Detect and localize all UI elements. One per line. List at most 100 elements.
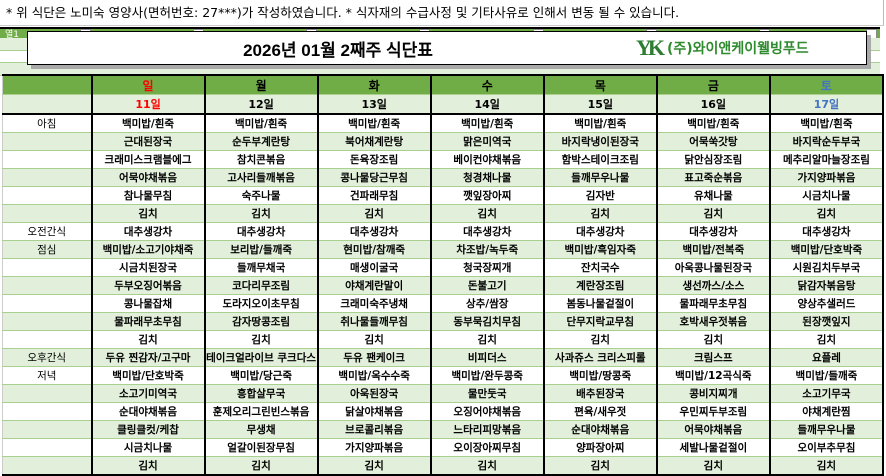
- menu-item: 함박스테이크조림: [542, 150, 658, 169]
- menu-item: 김치: [316, 456, 432, 476]
- menu-item: 대추생강차: [655, 222, 771, 241]
- menu-item: 순대야채볶음: [90, 402, 206, 421]
- menu-item: 유채나물: [655, 186, 771, 205]
- menu-item: 클링클컷/케찹: [90, 420, 206, 439]
- menu-item: 대추생강차: [768, 222, 885, 241]
- menu-item: 닭안심장조림: [655, 150, 771, 169]
- menu-item: 돈육장조림: [316, 150, 432, 169]
- menu-item: 시금치된장국: [90, 258, 206, 277]
- meal-label: [2, 294, 93, 313]
- menu-item: 백미밥/흰죽: [429, 114, 545, 133]
- menu-item: 대추생강차: [316, 222, 432, 241]
- menu-item: 어묵쑥갓탕: [655, 132, 771, 151]
- menu-item: 백미밥/흰죽: [90, 114, 206, 133]
- meal-label: 점심: [2, 240, 93, 259]
- menu-item: 어묵야채볶음: [90, 168, 206, 187]
- menu-item: 시원김치두부국: [768, 258, 885, 277]
- menu-item: 아욱콩나물된장국: [655, 258, 771, 277]
- menu-item: 야채계란찜: [768, 402, 885, 421]
- menu-item: 양파장아찌: [542, 438, 658, 457]
- date-header: 11일: [90, 94, 206, 115]
- weekday-header: 월: [203, 74, 319, 95]
- company-name: (주)와이앤케이웰빙푸드: [667, 41, 809, 57]
- menu-item: 브로콜리볶음: [316, 420, 432, 439]
- menu-item: 감자땅콩조림: [203, 312, 319, 331]
- menu-item: 무생채: [203, 420, 319, 439]
- weekday-header: 일: [90, 74, 206, 95]
- date-header: 13일: [316, 94, 432, 115]
- menu-item: 가지양파볶음: [316, 438, 432, 457]
- weekday-header: 금: [655, 74, 771, 95]
- menu-item: 숙주나물: [203, 186, 319, 205]
- meal-label: [2, 420, 93, 439]
- menu-item: 닭살야채볶음: [316, 402, 432, 421]
- menu-item: 대추생강차: [90, 222, 206, 241]
- menu-item: 김치: [768, 330, 885, 349]
- menu-item: 김치: [429, 204, 545, 223]
- menu-item: 매생이굴국: [316, 258, 432, 277]
- menu-item: 근대된장국: [90, 132, 206, 151]
- menu-item: 크림스프: [655, 348, 771, 367]
- menu-item: 콩비지찌개: [655, 384, 771, 403]
- menu-item: 백미밥/흰죽: [768, 114, 885, 133]
- menu-item: 잔치국수: [542, 258, 658, 277]
- menu-item: 김치: [542, 456, 658, 476]
- menu-item: 비피더스: [429, 348, 545, 367]
- menu-item: 김치: [90, 456, 206, 476]
- menu-item: 차조밥/녹두죽: [429, 240, 545, 259]
- menu-item: 백미밥/옥수수죽: [316, 366, 432, 385]
- page-title: 2026년 01월 2째주 식단표: [243, 41, 433, 60]
- menu-table: 일 월 화 수 목 금 토 11일 12일 13일 14일 15일 16일 17일 아침 백미밥/흰죽 백미밥/…: [2, 74, 885, 476]
- menu-item: 크래미스크램블에그: [90, 150, 206, 169]
- menu-row: 김치 김치 김치 김치 김치 김치 김치: [2, 204, 885, 223]
- menu-item: 김치: [429, 456, 545, 476]
- meal-label: [2, 312, 93, 331]
- date-header: 14일: [429, 94, 545, 115]
- menu-item: 오이부추무침: [768, 438, 885, 457]
- menu-row: 오후간식 두유 찐감자/고구마 테이크얼라이브 쿠크다스 두유 팬케이크 비피더스 사과쥬…: [2, 348, 885, 367]
- menu-item: 흥합살무국: [203, 384, 319, 403]
- menu-item: 김치: [429, 330, 545, 349]
- meal-label: 오전간식: [2, 222, 93, 241]
- menu-item: 순두부계란탕: [203, 132, 319, 151]
- menu-row: 시금치된장국 들깨무채국 매생이굴국 청국장찌개 잔치국수 아욱콩나물된장국 시원김치두부국: [2, 258, 885, 277]
- menu-item: 김치: [542, 204, 658, 223]
- date-header: 12일: [203, 94, 319, 115]
- menu-item: 들깨무우나물: [542, 168, 658, 187]
- menu-item: 두부오징어볶음: [90, 276, 206, 295]
- menu-item: 백미밥/흰죽: [655, 114, 771, 133]
- menu-item: 소고기미역국: [90, 384, 206, 403]
- menu-item: 백미밥/흰죽: [316, 114, 432, 133]
- menu-row: 저녁 백미밥/단호박죽 백미밥/당근죽 백미밥/옥수수죽 백미밥/완두콩죽 백미밥/땅콩죽…: [2, 366, 885, 385]
- menu-item: 순대야채볶음: [542, 420, 658, 439]
- meal-label: 아침: [2, 114, 93, 133]
- menu-item: 봄동나물겉절이: [542, 294, 658, 313]
- menu-item: 김치: [542, 330, 658, 349]
- menu-item: 김치: [316, 204, 432, 223]
- menu-item: 백미밥/전복죽: [655, 240, 771, 259]
- menu-row: 소고기미역국 흥합살무국 아욱된장국 물만둣국 배추된장국 콩비지찌개 소고기무국: [2, 384, 885, 403]
- corner-cell: [2, 74, 93, 95]
- meal-label: [2, 438, 93, 457]
- menu-item: 계란장조림: [542, 276, 658, 295]
- menu-item: 닭감자볶음탕: [768, 276, 885, 295]
- menu-item: 건파래무침: [316, 186, 432, 205]
- menu-item: 김자반: [542, 186, 658, 205]
- menu-item: 훈제오리그린빈스볶음: [203, 402, 319, 421]
- meal-label: [2, 168, 93, 187]
- menu-item: 두유 팬케이크: [316, 348, 432, 367]
- menu-item: 호박새우젓볶음: [655, 312, 771, 331]
- corner-cell: [2, 94, 93, 115]
- menu-item: 두유 찐감자/고구마: [90, 348, 206, 367]
- menu-row: 근대된장국 순두부계란탕 북어채계란탕 맑은미역국 바지락냉이된장국 어묵쑥갓탕 바지락순두…: [2, 132, 885, 151]
- menu-item: 대추생강차: [203, 222, 319, 241]
- menu-item: 백미밥/땅콩죽: [542, 366, 658, 385]
- menu-item: 얼갈이된장무침: [203, 438, 319, 457]
- meal-label: 저녁: [2, 366, 93, 385]
- menu-item: 편육/새우젓: [542, 402, 658, 421]
- menu-row: 클링클컷/케찹 무생채 브로콜리볶음 느타리피망볶음 순대야채볶음 어묵야채볶음 들깨무우나…: [2, 420, 885, 439]
- menu-row: 김치 김치 김치 김치 김치 김치 김치: [2, 330, 885, 349]
- menu-item: 우민찌두부조림: [655, 402, 771, 421]
- weekday-header: 목: [542, 74, 658, 95]
